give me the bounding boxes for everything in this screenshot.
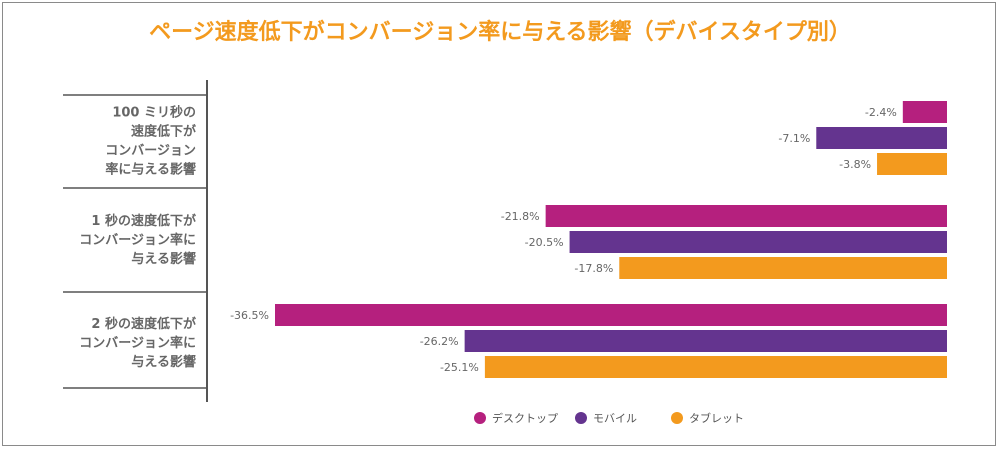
data-label: -7.1% [778, 132, 810, 145]
bar-mobile [816, 127, 947, 149]
bar-desktop [545, 205, 947, 227]
bar-mobile [569, 231, 947, 253]
category-label: コンバージョン [105, 144, 196, 159]
category-label: コンバージョン率に [79, 232, 196, 248]
category-label: 与える影響 [131, 354, 196, 370]
data-label: -20.5% [525, 236, 564, 249]
data-label: -17.8% [574, 262, 613, 275]
legend-label: タブレット [689, 411, 744, 425]
data-label: -36.5% [230, 309, 269, 322]
bar-mobile [464, 330, 947, 352]
bar-tablet [484, 356, 947, 378]
legend-label: デスクトップ [492, 411, 558, 425]
bar-tablet [877, 153, 947, 175]
bar-desktop [275, 304, 947, 326]
category-label: 与える影響 [131, 251, 196, 267]
category-label: 率に与える影響 [105, 162, 196, 178]
category-label: 速度低下が [131, 124, 196, 140]
data-label: -3.8% [839, 158, 871, 171]
category-label: 2 秒の速度低下が [91, 316, 196, 332]
data-label: -25.1% [440, 361, 479, 374]
legend-label: モバイル [593, 412, 637, 425]
legend-marker [575, 412, 587, 424]
legend-marker [474, 412, 486, 424]
category-label: コンバージョン率に [79, 335, 196, 351]
chart-title: ページ速度低下がコンバージョン率に与える影響（デバイスタイプ別） [149, 20, 851, 45]
legend-marker [671, 412, 683, 424]
bar-desktop [902, 101, 947, 123]
category-label: 1 秒の速度低下が [91, 213, 196, 229]
bar-tablet [619, 257, 947, 279]
category-label: 100 ミリ秒の [112, 105, 196, 121]
data-label: -26.2% [420, 335, 459, 348]
data-label: -21.8% [501, 210, 540, 223]
data-label: -2.4% [865, 106, 897, 119]
